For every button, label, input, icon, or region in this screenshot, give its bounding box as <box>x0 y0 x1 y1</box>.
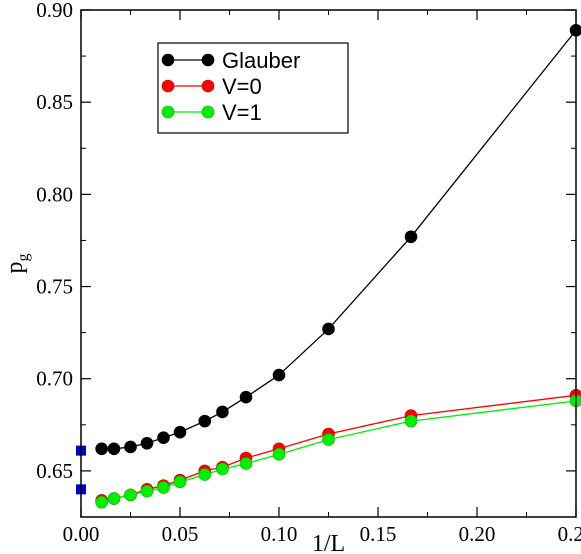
axes: 0.00 0.05 0.10 0.15 0.20 0.25 0.65 0.70 0.75 0.80… <box>36 0 581 546</box>
y-axis-title: pg <box>2 254 32 274</box>
y-tick-label: 0.80 <box>36 182 73 206</box>
data-point <box>404 414 418 428</box>
data-point <box>140 436 154 450</box>
data-point <box>95 495 108 509</box>
data-point <box>272 368 286 382</box>
legend-box <box>157 42 349 134</box>
data-point <box>140 484 154 498</box>
x-tick-label: 0.20 <box>459 522 496 546</box>
plot-lines <box>101 29 577 503</box>
data-point <box>272 448 286 461</box>
legend-marker <box>201 79 215 93</box>
data-point <box>173 425 187 439</box>
x-tick-label: 0.10 <box>261 522 298 546</box>
data-point <box>107 442 121 456</box>
y-axis-title-subscript: g <box>15 254 32 262</box>
legend-marker <box>161 105 175 119</box>
y-tick-label: 0.90 <box>36 0 73 22</box>
y-tick-label: 0.65 <box>36 459 73 483</box>
data-point <box>216 405 229 419</box>
plot-markers <box>76 23 581 509</box>
data-point <box>322 322 335 336</box>
data-point <box>173 475 187 489</box>
data-point <box>124 440 137 454</box>
legend-label: V=1 <box>222 100 262 125</box>
legend-marker <box>201 53 215 67</box>
series-line <box>101 400 577 503</box>
y-tick-label: 0.85 <box>36 90 73 114</box>
legend-marker <box>161 79 175 93</box>
data-point <box>107 492 121 505</box>
data-point <box>216 462 229 476</box>
y-axis-title-main: p <box>2 262 28 274</box>
data-point <box>124 488 137 502</box>
legend-label: Glauber <box>222 48 300 73</box>
data-point <box>157 431 170 445</box>
x-axis-title: 1/L <box>312 531 345 554</box>
data-point <box>239 457 253 470</box>
x-tick-label: 0.25 <box>558 522 581 546</box>
y-tick-label: 0.75 <box>36 275 73 299</box>
data-point <box>239 390 253 404</box>
data-point <box>404 230 418 244</box>
data-point <box>198 468 212 481</box>
x-tick-label: 0.05 <box>162 522 199 546</box>
legend-label: V=0 <box>222 74 262 99</box>
data-point <box>198 414 212 428</box>
legend-marker <box>161 53 175 67</box>
data-point <box>322 433 335 446</box>
series-line <box>101 29 577 450</box>
x-tick-label: 0.00 <box>63 522 100 546</box>
data-point <box>157 481 170 494</box>
legend-marker <box>201 105 215 119</box>
x-tick-label: 0.15 <box>360 522 397 546</box>
data-point <box>95 442 108 456</box>
y-tick-label: 0.70 <box>36 367 73 391</box>
